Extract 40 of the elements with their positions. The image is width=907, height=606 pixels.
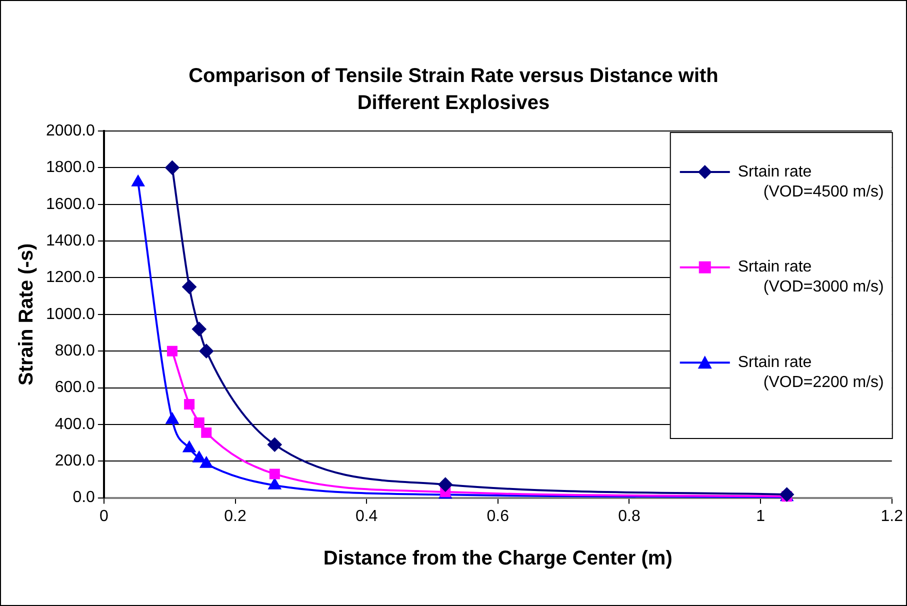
y-axis-title: Strain Rate (-s) (16, 243, 38, 386)
point (192, 322, 206, 336)
point (268, 438, 282, 452)
point (438, 478, 452, 492)
chart-title: Comparison of Tensile Strain Rate versus Distance with Different Explosives (188, 64, 720, 116)
x-tick-label: 0.2 (224, 508, 246, 525)
point (165, 160, 180, 175)
y-tick-label: 0.0 (72, 489, 96, 506)
y-tick-label: 400.0 (54, 416, 96, 433)
point (200, 456, 213, 468)
x-tick-label: 1 (756, 508, 766, 525)
y-tick-label: 200.0 (54, 452, 96, 470)
x-tick-label: 0.8 (618, 508, 640, 525)
y-tick-label: 1000.0 (46, 306, 96, 323)
legend-label: Srtain rate (VOD=4500 m/s) (738, 163, 884, 200)
point (201, 427, 212, 438)
point (182, 280, 196, 294)
y-tick-label: 1400.0 (46, 232, 96, 250)
point (269, 468, 280, 480)
y-tick-label: 1200.0 (46, 269, 96, 286)
y-tick-label: 600.0 (54, 379, 96, 396)
point (192, 451, 206, 462)
x-tick-label: 1.2 (880, 508, 904, 525)
point (166, 346, 178, 356)
legend-label: Srtain rate (VOD=3000 m/s) (738, 258, 884, 296)
y-tick-label: 1800.0 (46, 159, 96, 176)
point (194, 417, 204, 428)
y-tick-label: 800.0 (54, 342, 96, 360)
x-axis-title: Distance from the Charge Center (m) (323, 548, 672, 570)
point (183, 441, 196, 452)
x-tick-label: 0 (99, 508, 108, 525)
x-tick-label: 0.6 (486, 508, 510, 525)
point (199, 344, 214, 358)
x-tick-label: 0.4 (355, 508, 378, 525)
point (268, 478, 281, 490)
y-tick-label: 2000.0 (46, 122, 96, 140)
point (166, 412, 178, 424)
point (184, 399, 195, 410)
y-tick-label: 1600.0 (46, 196, 96, 213)
legend-label: Srtain rate (VOD=2200 m/s) (738, 354, 884, 392)
